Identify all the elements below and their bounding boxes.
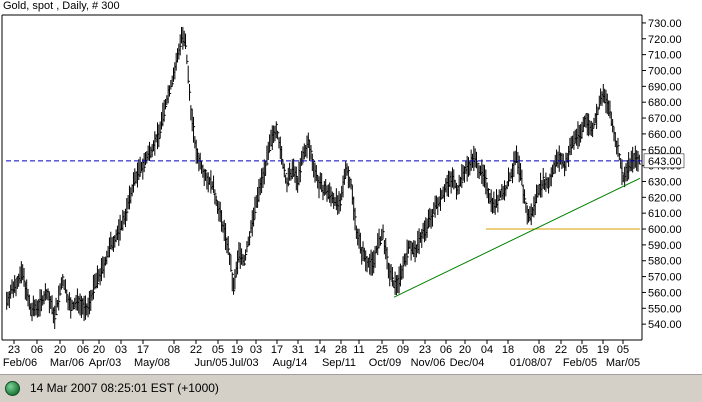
x-day-label: 05 [617,344,629,356]
x-month-label: Feb/06 [3,357,37,369]
y-tick-label: 580.00 [648,256,682,268]
status-bar: 14 Mar 2007 08:25:01 EST (+1000) [0,374,702,402]
x-day-label: 06 [77,344,89,356]
x-day-label: 09 [397,344,409,356]
current-price-label-text: 643.00 [648,156,682,168]
x-day-label: 08 [168,344,180,356]
y-tick-label: 550.00 [648,303,682,315]
price-bars [6,26,641,330]
y-tick-label: 600.00 [648,224,682,236]
x-day-label: 25 [376,344,388,356]
y-axis: 540.00 550.00 560.00 570.00 580.00 590.00 600.… [642,18,682,331]
x-day-label: 28 [335,344,347,356]
x-day-label: 05 [576,344,588,356]
x-day-label: 06 [31,344,43,356]
status-timestamp: 14 Mar 2007 08:25:01 EST (+1000) [30,381,219,395]
x-day-label: 23 [419,344,431,356]
x-month-label: May/08 [134,357,170,369]
x-day-label: 06 [440,344,452,356]
x-month-label: 01/08/07 [510,357,553,369]
x-day-label: 19 [231,344,243,356]
x-month-label: Nov/06 [411,357,446,369]
trend-line [393,177,641,298]
y-tick-label: 720.00 [648,34,682,46]
x-month-label: Apr/03 [89,357,121,369]
x-day-label: 17 [137,344,149,356]
x-month-label: Dec/04 [450,357,485,369]
y-tick-label: 680.00 [648,97,682,109]
y-tick-label: 610.00 [648,208,682,220]
connection-status-icon [5,381,20,396]
x-month-label: Oct/09 [369,357,401,369]
x-axis: 23 06 20 06 20 03 17 08 22 05 19 03 17 31 14 28 11 25 09 23… [3,340,640,369]
x-day-label: 20 [459,344,471,356]
x-day-label: 20 [54,344,66,356]
x-day-label: 08 [533,344,545,356]
x-month-label: Sep/11 [322,357,356,369]
y-tick-label: 560.00 [648,287,682,299]
x-day-label: 18 [502,344,514,356]
x-month-label: Feb/05 [563,357,597,369]
price-chart: 540.00 550.00 560.00 570.00 580.00 590.00 600.… [1,14,685,369]
x-day-label: 04 [481,344,493,356]
x-month-label: Aug/14 [273,357,308,369]
y-tick-label: 570.00 [648,272,682,284]
x-month-label: Mar/06 [50,357,84,369]
chart-title: Gold, spot , Daily, # 300 [3,0,120,12]
y-tick-label: 670.00 [648,113,682,125]
x-day-label: 17 [271,344,283,356]
x-day-label: 14 [314,344,326,356]
y-tick-label: 730.00 [648,18,682,30]
y-tick-label: 700.00 [648,65,682,77]
current-price-label: 643.00 [643,153,685,169]
x-day-label: 19 [597,344,609,356]
x-day-label: 31 [292,344,304,356]
y-tick-label: 590.00 [648,240,682,252]
x-day-label: 11 [353,344,364,356]
x-day-label: 22 [555,344,567,356]
y-tick-label: 660.00 [648,129,682,141]
y-tick-label: 690.00 [648,81,682,93]
x-month-label: Jul/03 [229,357,258,369]
x-month-label: Mar/05 [606,357,640,369]
x-day-label: 03 [250,344,262,356]
x-day-label: 05 [212,344,224,356]
y-tick-label: 710.00 [648,50,682,62]
x-month-label: Jun/05 [194,357,227,369]
x-day-label: 03 [115,344,127,356]
y-tick-label: 630.00 [648,176,682,188]
x-day-label: 20 [93,344,105,356]
y-tick-label: 620.00 [648,192,682,204]
x-day-label: 22 [190,344,202,356]
x-day-label: 23 [8,344,20,356]
y-tick-label: 540.00 [648,319,682,331]
